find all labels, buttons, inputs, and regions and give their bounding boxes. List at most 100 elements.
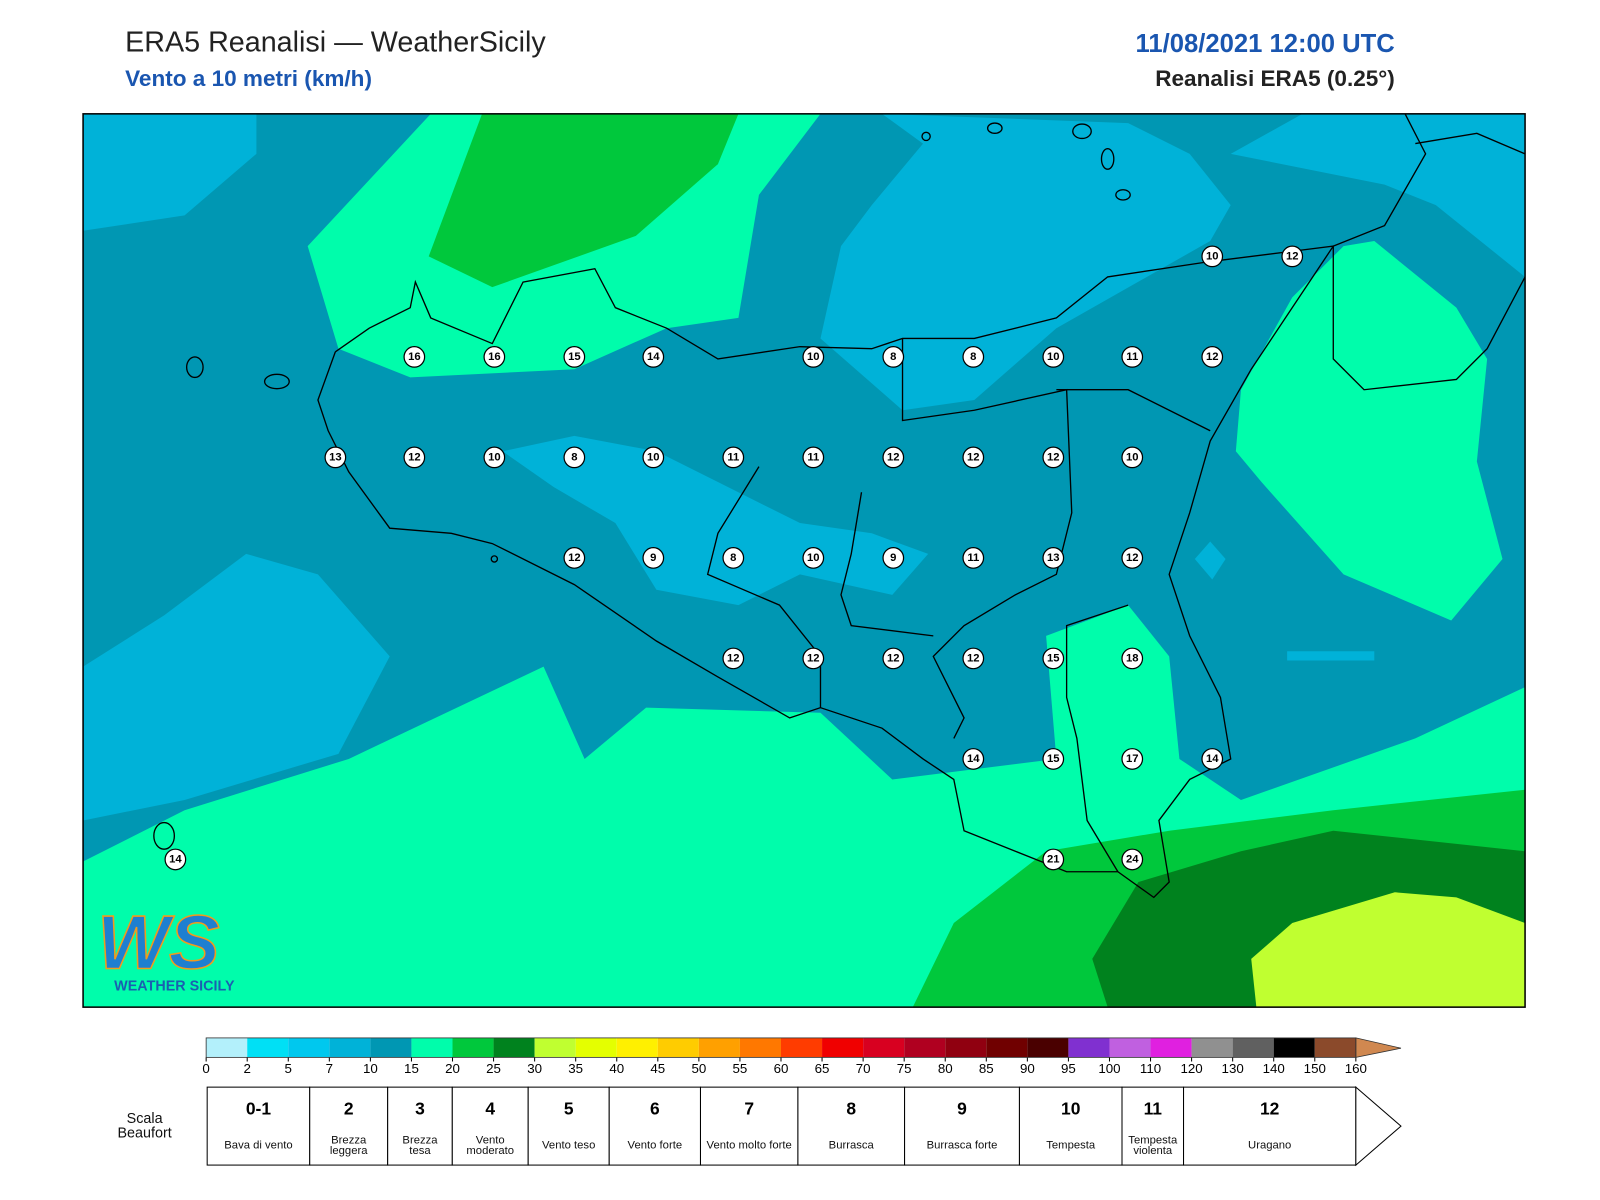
station-marker [802, 346, 825, 368]
colorbar-segment [986, 1037, 1028, 1058]
station-value: 15 [1047, 753, 1060, 765]
station-marker [1201, 245, 1224, 268]
colorbar-segment [657, 1037, 699, 1058]
station-marker [1121, 647, 1144, 670]
station-marker [802, 547, 825, 569]
station-marker [962, 547, 985, 569]
island [1100, 148, 1115, 170]
colorbar-segment [822, 1037, 864, 1058]
beaufort-box [527, 1086, 610, 1166]
beaufort-name: Vento molto forte [706, 1139, 792, 1152]
station-marker [962, 446, 985, 469]
station-value: 21 [1047, 853, 1060, 865]
coastline [1415, 132, 1526, 155]
colorbar-tick-label: 10 [363, 1061, 378, 1076]
beaufort-box [1121, 1086, 1185, 1166]
contour-fill [820, 113, 1231, 411]
station-value: 8 [970, 351, 976, 363]
station-marker [962, 346, 985, 368]
beaufort-label: Scala Beaufort [117, 1109, 172, 1141]
station-marker [164, 848, 187, 871]
station-value: 16 [408, 351, 421, 363]
station-marker [722, 647, 745, 670]
colorbar-segment [247, 1037, 289, 1058]
colorbar-tick-label: 2 [243, 1061, 250, 1076]
station-marker [563, 446, 586, 469]
colorbar-tick-label: 55 [733, 1061, 748, 1076]
colorbar-segment [780, 1037, 823, 1058]
colorbar-tick-label: 140 [1263, 1061, 1285, 1076]
station-marker [1121, 848, 1144, 871]
station-marker [483, 346, 506, 368]
colorbar-segment [1150, 1037, 1192, 1058]
colorbar-tick-label: 75 [897, 1061, 912, 1076]
station-marker [1201, 748, 1224, 770]
colorbar-segment [206, 1037, 248, 1058]
station-marker [882, 346, 905, 368]
colorbar-tick-label: 15 [404, 1061, 419, 1076]
colorbar-segment [616, 1037, 658, 1058]
beaufort-name: Brezza tesa [402, 1134, 438, 1157]
colorbar-tick-label: 20 [445, 1061, 460, 1076]
contour-fill [1230, 113, 1526, 277]
colorbar-segment [1191, 1037, 1233, 1058]
colorbar-segment [534, 1037, 576, 1058]
beaufort-name: Vento forte [627, 1139, 683, 1152]
station-marker [802, 446, 825, 469]
colorbar-segment [904, 1037, 946, 1058]
contour-fill [962, 241, 990, 279]
beaufort-force: 11 [1144, 1098, 1163, 1118]
station-marker [802, 647, 825, 670]
station-marker [1042, 547, 1065, 569]
station-value: 8 [730, 552, 736, 564]
station-value: 11 [807, 451, 819, 463]
station-marker [1042, 647, 1065, 670]
beaufort-box [904, 1086, 1020, 1166]
island [263, 373, 290, 390]
station-value: 9 [650, 552, 656, 564]
colorbar-segment [411, 1037, 453, 1058]
island [986, 122, 1003, 134]
colorbar-segment [1027, 1037, 1069, 1058]
colorbar-tick-label: 120 [1180, 1061, 1202, 1076]
subtitle: Vento a 10 metri (km/h) [125, 66, 372, 91]
station-value: 12 [408, 451, 421, 463]
map-frame [82, 113, 1526, 1008]
colorbar-tick-label: 7 [326, 1061, 333, 1076]
colorbar-tick-label: 50 [691, 1061, 706, 1076]
island [490, 555, 499, 563]
colorbar-tick-label: 5 [285, 1061, 292, 1076]
beaufort-force: 3 [415, 1098, 425, 1118]
beaufort-name: Tempesta [1046, 1139, 1096, 1152]
beaufort-force: 8 [846, 1098, 856, 1118]
station-marker [722, 547, 745, 569]
colorbar-tick-label: 25 [486, 1061, 501, 1076]
station-value: 11 [727, 451, 739, 463]
contour-fill [1235, 241, 1503, 621]
beaufort-box [608, 1086, 701, 1166]
logo-caption: WEATHER SICILY [114, 978, 235, 994]
station-value: 12 [887, 451, 900, 463]
station-value: 12 [887, 652, 900, 664]
island [921, 131, 931, 142]
colorbar-tick-label: 160 [1345, 1061, 1367, 1076]
colorbar-segment [493, 1037, 535, 1058]
beaufort-box [451, 1086, 529, 1166]
station-value: 13 [1047, 552, 1060, 564]
coastline [1333, 113, 1427, 247]
colorbar-tick-label: 65 [815, 1061, 830, 1076]
colorbar-segment [1068, 1037, 1110, 1058]
beaufort-name: Uragano [1248, 1139, 1292, 1152]
island [185, 356, 204, 379]
station-marker [1201, 346, 1224, 368]
station-value: 17 [1126, 753, 1139, 765]
beaufort-name: Bava di vento [224, 1139, 293, 1152]
colorbar-frame [205, 1037, 1357, 1058]
colorbar-tick-label: 110 [1140, 1061, 1161, 1076]
beaufort-arrow [1355, 1086, 1402, 1167]
station-value: 14 [967, 753, 980, 765]
beaufort-force: 2 [344, 1098, 354, 1118]
province-border [840, 492, 934, 637]
beaufort-force: 10 [1061, 1098, 1080, 1118]
